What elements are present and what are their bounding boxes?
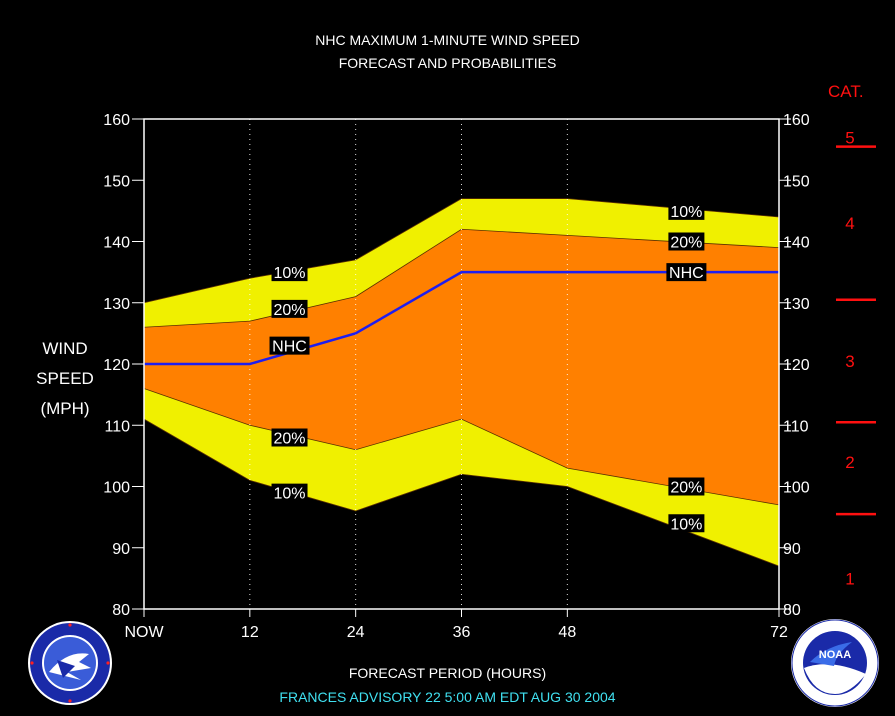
x-tick-label-36: 36: [453, 624, 471, 641]
series-edge-0: [143, 198, 780, 304]
y-tick-label-right-140: 140: [783, 235, 810, 252]
annotation-box-9: [668, 514, 705, 533]
y-tick-label-right-80: 80: [783, 602, 801, 619]
y-tick-label-right-150: 150: [783, 173, 810, 190]
annotation-box-0: [271, 263, 308, 282]
annotation-label-1: 20%: [274, 302, 306, 319]
y-tick-label-left-130: 130: [103, 296, 130, 313]
category-label-4: 4: [845, 214, 854, 233]
y-tick-label-left-120: 120: [103, 357, 130, 374]
annotation-label-2: NHC: [272, 339, 307, 356]
category-label-2: 2: [845, 453, 854, 472]
series-edge-3: [143, 388, 780, 506]
y-tick-label-left-100: 100: [103, 480, 130, 497]
annotation-box-3: [271, 428, 308, 447]
x-tick-label-48: 48: [558, 624, 576, 641]
x-tick-label-24: 24: [347, 624, 365, 641]
annotation-label-5: 10%: [670, 204, 702, 221]
y-tick-label-right-110: 110: [783, 418, 809, 435]
nhc-forecast-line: [144, 270, 779, 366]
y-tick-label-right-130: 130: [783, 296, 810, 313]
annotation-box-7: [666, 263, 707, 282]
annotation-label-9: 10%: [670, 516, 702, 533]
chart-title-line1: NHC MAXIMUM 1-MINUTE WIND SPEED: [315, 32, 580, 48]
annotation-box-6: [668, 232, 705, 251]
category-header: CAT.: [828, 82, 864, 101]
y-tick-label-right-160: 160: [783, 112, 810, 129]
y-tick-label-left-140: 140: [103, 235, 130, 252]
y-tick-label-left-160: 160: [103, 112, 130, 129]
annotation-label-6: 20%: [670, 235, 702, 252]
noaa-logo-text: NOAA: [819, 649, 851, 661]
x-tick-label-0: NOW: [124, 624, 164, 641]
category-label-5: 5: [845, 128, 854, 147]
annotation-box-8: [668, 477, 705, 496]
y-tick-label-right-100: 100: [783, 480, 810, 497]
annotation-box-2: [269, 336, 310, 355]
x-tick-label-72: 72: [770, 624, 788, 641]
y-axis-label-speed: SPEED: [36, 369, 94, 388]
y-tick-label-left-150: 150: [103, 173, 130, 190]
annotation-box-4: [271, 483, 308, 502]
y-tick-label-right-90: 90: [783, 541, 801, 558]
y-tick-label-right-120: 120: [783, 357, 810, 374]
y-tick-label-left-80: 80: [112, 602, 130, 619]
annotation-label-8: 20%: [670, 480, 702, 497]
y-axis-label-wind: WIND: [42, 339, 88, 358]
annotation-label-3: 20%: [274, 431, 306, 448]
y-tick-label-left-90: 90: [112, 541, 130, 558]
chart-title-line2: FORECAST AND PROBABILITIES: [338, 55, 557, 71]
series-edge-1: [143, 228, 780, 328]
advisory-line: FRANCES ADVISORY 22 5:00 AM EDT AUG 30 2…: [279, 689, 616, 705]
annotation-label-4: 10%: [274, 486, 306, 503]
annotation-box-5: [668, 201, 705, 220]
annotation-box-1: [271, 299, 308, 318]
series-edge-4: [143, 418, 780, 567]
y-axis-label-mph: (MPH): [40, 399, 90, 418]
annotation-label-0: 10%: [274, 265, 306, 282]
x-axis-label: FORECAST PERIOD (HOURS): [348, 665, 547, 681]
y-tick-label-left-110: 110: [104, 418, 130, 435]
x-tick-label-12: 12: [241, 624, 259, 641]
category-label-3: 3: [845, 352, 854, 371]
annotation-label-7: NHC: [669, 265, 704, 282]
category-label-1: 1: [845, 569, 854, 588]
